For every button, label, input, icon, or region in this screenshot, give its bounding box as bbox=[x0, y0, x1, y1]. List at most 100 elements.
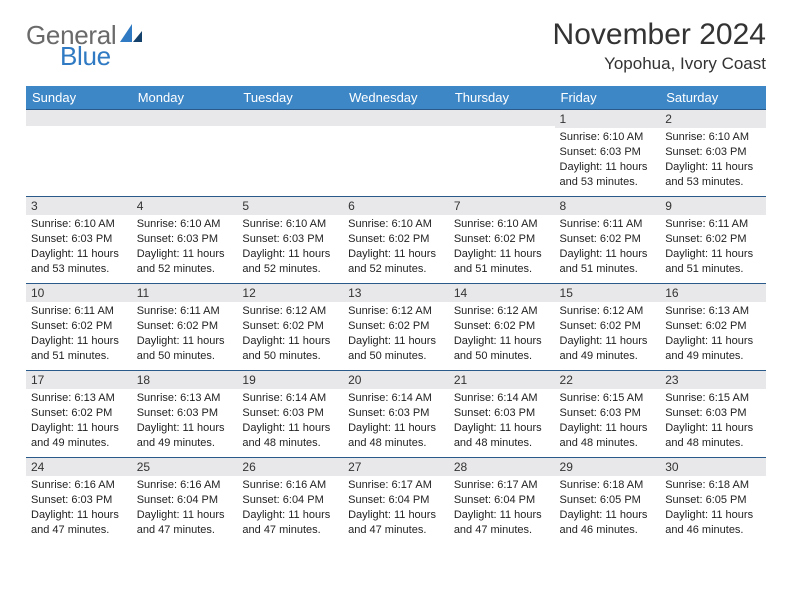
sunrise-text: Sunrise: 6:17 AM bbox=[454, 478, 550, 493]
daylight-text: Daylight: 11 hours and 48 minutes. bbox=[454, 421, 550, 451]
weekday-header: Thursday bbox=[449, 86, 555, 110]
daylight-text: Daylight: 11 hours and 46 minutes. bbox=[665, 508, 761, 538]
sunset-text: Sunset: 6:03 PM bbox=[137, 406, 233, 421]
calendar-day-cell bbox=[237, 110, 343, 197]
day-number: 3 bbox=[26, 197, 132, 215]
daylight-text: Daylight: 11 hours and 46 minutes. bbox=[560, 508, 656, 538]
calendar-day-cell: 26Sunrise: 6:16 AMSunset: 6:04 PMDayligh… bbox=[237, 458, 343, 545]
sunrise-text: Sunrise: 6:16 AM bbox=[31, 478, 127, 493]
day-data: Sunrise: 6:18 AMSunset: 6:05 PMDaylight:… bbox=[660, 476, 766, 541]
sunrise-text: Sunrise: 6:10 AM bbox=[348, 217, 444, 232]
day-number: 4 bbox=[132, 197, 238, 215]
sunset-text: Sunset: 6:03 PM bbox=[665, 406, 761, 421]
day-data: Sunrise: 6:12 AMSunset: 6:02 PMDaylight:… bbox=[237, 302, 343, 367]
day-data: Sunrise: 6:10 AMSunset: 6:03 PMDaylight:… bbox=[132, 215, 238, 280]
calendar-day-cell: 27Sunrise: 6:17 AMSunset: 6:04 PMDayligh… bbox=[343, 458, 449, 545]
calendar-day-cell: 7Sunrise: 6:10 AMSunset: 6:02 PMDaylight… bbox=[449, 197, 555, 284]
calendar-day-cell: 8Sunrise: 6:11 AMSunset: 6:02 PMDaylight… bbox=[555, 197, 661, 284]
day-data: Sunrise: 6:11 AMSunset: 6:02 PMDaylight:… bbox=[26, 302, 132, 367]
day-data: Sunrise: 6:14 AMSunset: 6:03 PMDaylight:… bbox=[449, 389, 555, 454]
daylight-text: Daylight: 11 hours and 47 minutes. bbox=[31, 508, 127, 538]
calendar-day-cell: 23Sunrise: 6:15 AMSunset: 6:03 PMDayligh… bbox=[660, 371, 766, 458]
sunset-text: Sunset: 6:02 PM bbox=[31, 319, 127, 334]
calendar-day-cell: 12Sunrise: 6:12 AMSunset: 6:02 PMDayligh… bbox=[237, 284, 343, 371]
daylight-text: Daylight: 11 hours and 52 minutes. bbox=[242, 247, 338, 277]
calendar-day-cell: 13Sunrise: 6:12 AMSunset: 6:02 PMDayligh… bbox=[343, 284, 449, 371]
sunrise-text: Sunrise: 6:13 AM bbox=[31, 391, 127, 406]
day-data bbox=[343, 126, 449, 132]
daylight-text: Daylight: 11 hours and 50 minutes. bbox=[348, 334, 444, 364]
sunset-text: Sunset: 6:04 PM bbox=[242, 493, 338, 508]
day-number: 8 bbox=[555, 197, 661, 215]
sunset-text: Sunset: 6:02 PM bbox=[348, 232, 444, 247]
calendar-day-cell: 30Sunrise: 6:18 AMSunset: 6:05 PMDayligh… bbox=[660, 458, 766, 545]
calendar-week-row: 17Sunrise: 6:13 AMSunset: 6:02 PMDayligh… bbox=[26, 371, 766, 458]
day-number: 24 bbox=[26, 458, 132, 476]
calendar-day-cell: 24 Sunrise: 6:16 AMSunset: 6:03 PMDayligh… bbox=[26, 458, 132, 545]
calendar-day-cell: 6Sunrise: 6:10 AMSunset: 6:02 PMDaylight… bbox=[343, 197, 449, 284]
day-number: 27 bbox=[343, 458, 449, 476]
calendar-day-cell: 5Sunrise: 6:10 AMSunset: 6:03 PMDaylight… bbox=[237, 197, 343, 284]
sunset-text: Sunset: 6:05 PM bbox=[560, 493, 656, 508]
title-block: November 2024 Yopohua, Ivory Coast bbox=[553, 18, 766, 74]
weekday-header: Friday bbox=[555, 86, 661, 110]
sunset-text: Sunset: 6:03 PM bbox=[137, 232, 233, 247]
weekday-header: Saturday bbox=[660, 86, 766, 110]
day-data bbox=[26, 126, 132, 132]
calendar-day-cell: 18Sunrise: 6:13 AMSunset: 6:03 PMDayligh… bbox=[132, 371, 238, 458]
daylight-text: Daylight: 11 hours and 53 minutes. bbox=[31, 247, 127, 277]
sunset-text: Sunset: 6:02 PM bbox=[665, 232, 761, 247]
calendar-table: Sunday Monday Tuesday Wednesday Thursday… bbox=[26, 86, 766, 544]
sunset-text: Sunset: 6:03 PM bbox=[560, 406, 656, 421]
location-text: Yopohua, Ivory Coast bbox=[553, 54, 766, 74]
day-data: Sunrise: 6:10 AMSunset: 6:03 PMDaylight:… bbox=[26, 215, 132, 280]
day-number: 26 bbox=[237, 458, 343, 476]
day-number bbox=[132, 110, 238, 126]
day-data: Sunrise: 6:10 AMSunset: 6:02 PMDaylight:… bbox=[449, 215, 555, 280]
sunrise-text: Sunrise: 6:13 AM bbox=[665, 304, 761, 319]
day-number: 5 bbox=[237, 197, 343, 215]
day-number: 11 bbox=[132, 284, 238, 302]
daylight-text: Daylight: 11 hours and 51 minutes. bbox=[31, 334, 127, 364]
weekday-header: Sunday bbox=[26, 86, 132, 110]
day-data: Sunrise: 6:11 AMSunset: 6:02 PMDaylight:… bbox=[555, 215, 661, 280]
sunrise-text: Sunrise: 6:12 AM bbox=[560, 304, 656, 319]
day-data bbox=[237, 126, 343, 132]
day-number: 2 bbox=[660, 110, 766, 128]
daylight-text: Daylight: 11 hours and 48 minutes. bbox=[665, 421, 761, 451]
day-number bbox=[449, 110, 555, 126]
daylight-text: Daylight: 11 hours and 48 minutes. bbox=[560, 421, 656, 451]
day-number: 22 bbox=[555, 371, 661, 389]
sunset-text: Sunset: 6:02 PM bbox=[348, 319, 444, 334]
daylight-text: Daylight: 11 hours and 53 minutes. bbox=[560, 160, 656, 190]
day-number: 25 bbox=[132, 458, 238, 476]
sunset-text: Sunset: 6:03 PM bbox=[454, 406, 550, 421]
sunrise-text: Sunrise: 6:10 AM bbox=[242, 217, 338, 232]
sunrise-text: Sunrise: 6:16 AM bbox=[137, 478, 233, 493]
day-number bbox=[26, 110, 132, 126]
day-data: Sunrise: 6:17 AMSunset: 6:04 PMDaylight:… bbox=[343, 476, 449, 541]
calendar-day-cell: 20Sunrise: 6:14 AMSunset: 6:03 PMDayligh… bbox=[343, 371, 449, 458]
sunrise-text: Sunrise: 6:10 AM bbox=[665, 130, 761, 145]
sunset-text: Sunset: 6:03 PM bbox=[31, 493, 127, 508]
day-data: Sunrise: 6:14 AMSunset: 6:03 PMDaylight:… bbox=[237, 389, 343, 454]
weekday-header-row: Sunday Monday Tuesday Wednesday Thursday… bbox=[26, 86, 766, 110]
calendar-page: General Blue November 2024 Yopohua, Ivor… bbox=[0, 0, 792, 564]
weekday-header: Monday bbox=[132, 86, 238, 110]
daylight-text: Daylight: 11 hours and 52 minutes. bbox=[348, 247, 444, 277]
day-data bbox=[449, 126, 555, 132]
calendar-day-cell: 21Sunrise: 6:14 AMSunset: 6:03 PMDayligh… bbox=[449, 371, 555, 458]
sunset-text: Sunset: 6:04 PM bbox=[454, 493, 550, 508]
daylight-text: Daylight: 11 hours and 47 minutes. bbox=[454, 508, 550, 538]
day-data: Sunrise: 6:13 AMSunset: 6:02 PMDaylight:… bbox=[26, 389, 132, 454]
day-data bbox=[132, 126, 238, 132]
day-number: 28 bbox=[449, 458, 555, 476]
sunrise-text: Sunrise: 6:12 AM bbox=[242, 304, 338, 319]
calendar-day-cell: 25Sunrise: 6:16 AMSunset: 6:04 PMDayligh… bbox=[132, 458, 238, 545]
day-data: Sunrise: 6:11 AMSunset: 6:02 PMDaylight:… bbox=[660, 215, 766, 280]
sunset-text: Sunset: 6:02 PM bbox=[454, 319, 550, 334]
day-data: Sunrise: 6:13 AMSunset: 6:02 PMDaylight:… bbox=[660, 302, 766, 367]
sunrise-text: Sunrise: 6:11 AM bbox=[137, 304, 233, 319]
day-data: Sunrise: 6:10 AMSunset: 6:03 PMDaylight:… bbox=[555, 128, 661, 193]
calendar-day-cell: 14Sunrise: 6:12 AMSunset: 6:02 PMDayligh… bbox=[449, 284, 555, 371]
